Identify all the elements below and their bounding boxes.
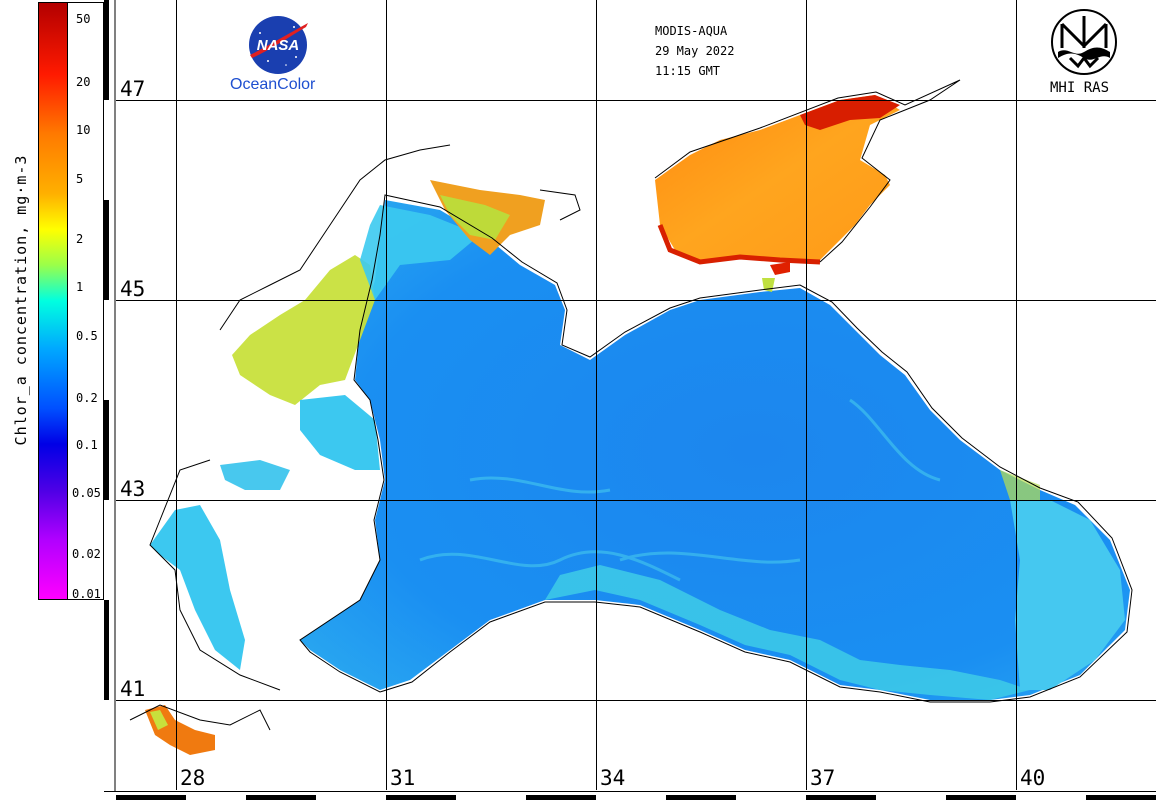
azov-north-red	[800, 95, 900, 130]
odessa-coast-green	[440, 195, 510, 240]
colorbar-tick: 0.5	[76, 329, 98, 343]
oceancolor-caption: OceanColor	[230, 76, 316, 93]
longitude-label: 34	[600, 766, 626, 790]
kerch-red	[770, 262, 790, 275]
graticule	[116, 0, 1156, 790]
colorbar-tick-labels: 50 20 10 5 2 1 0.5 0.2 0.1 0.05 0.02 0.0…	[68, 2, 104, 600]
colorbar	[38, 2, 68, 600]
latitude-label: 45	[120, 277, 146, 301]
longitude-label: 31	[390, 766, 416, 790]
nw-shelf-cyan	[360, 205, 480, 300]
sensor-name: MODIS-AQUA	[655, 24, 728, 38]
latitude-label: 41	[120, 677, 146, 701]
colorbar-tick: 0.05	[72, 486, 101, 500]
colorbar-tick: 50	[76, 12, 91, 26]
colorbar-tick: 0.01	[72, 587, 101, 601]
southern-coastal-band	[545, 565, 1030, 700]
black-sea-map	[116, 0, 1156, 790]
colorbar-tick: 1	[76, 280, 84, 294]
longitude-label: 40	[1020, 766, 1046, 790]
colorbar-title: Chlor_a concentration, mg·m-3	[12, 154, 30, 446]
varna-patch	[220, 460, 290, 490]
nw-shelf-bloom	[232, 255, 375, 405]
eastern-coastal-band	[1010, 500, 1125, 690]
nasa-logo-icon: NASA	[249, 16, 308, 74]
colorbar-title-wrap: Chlor_a concentration, mg·m-3	[0, 0, 36, 801]
mhi-ras-logo-icon	[1051, 9, 1117, 75]
marmara-green	[150, 710, 168, 730]
image-date: 29 May 2022	[655, 44, 735, 58]
colorbar-tick: 2	[76, 232, 84, 246]
colorbar-tick: 0.1	[76, 438, 98, 452]
western-coastal-band	[300, 395, 380, 470]
azov-coast-red	[657, 224, 821, 265]
colorbar-tick: 0.2	[76, 391, 98, 405]
azov-sea-bloom	[655, 95, 900, 260]
eddy-swirls	[419, 398, 941, 582]
colorbar-tick: 10	[76, 123, 91, 137]
colorbar-tick: 20	[76, 75, 91, 89]
latitude-label: 47	[120, 77, 146, 101]
coastlines	[129, 79, 1133, 731]
image-time: 11:15 GMT	[655, 64, 721, 78]
longitude-label: 37	[810, 766, 836, 790]
colorbar-tick: 5	[76, 172, 84, 186]
colorbar-tick: 0.02	[72, 547, 101, 561]
longitude-scale-bar	[104, 791, 1156, 801]
latitude-scale-bar	[104, 0, 116, 801]
east-shelf-green	[1000, 470, 1040, 500]
longitude-label: 28	[180, 766, 206, 790]
mhi-ras-caption: MHI RAS	[1050, 80, 1110, 96]
open-sea-region	[300, 200, 1130, 700]
latitude-label: 43	[120, 477, 146, 501]
nasa-logo-text: NASA	[257, 37, 300, 54]
bulgaria-coast-band	[150, 505, 245, 670]
